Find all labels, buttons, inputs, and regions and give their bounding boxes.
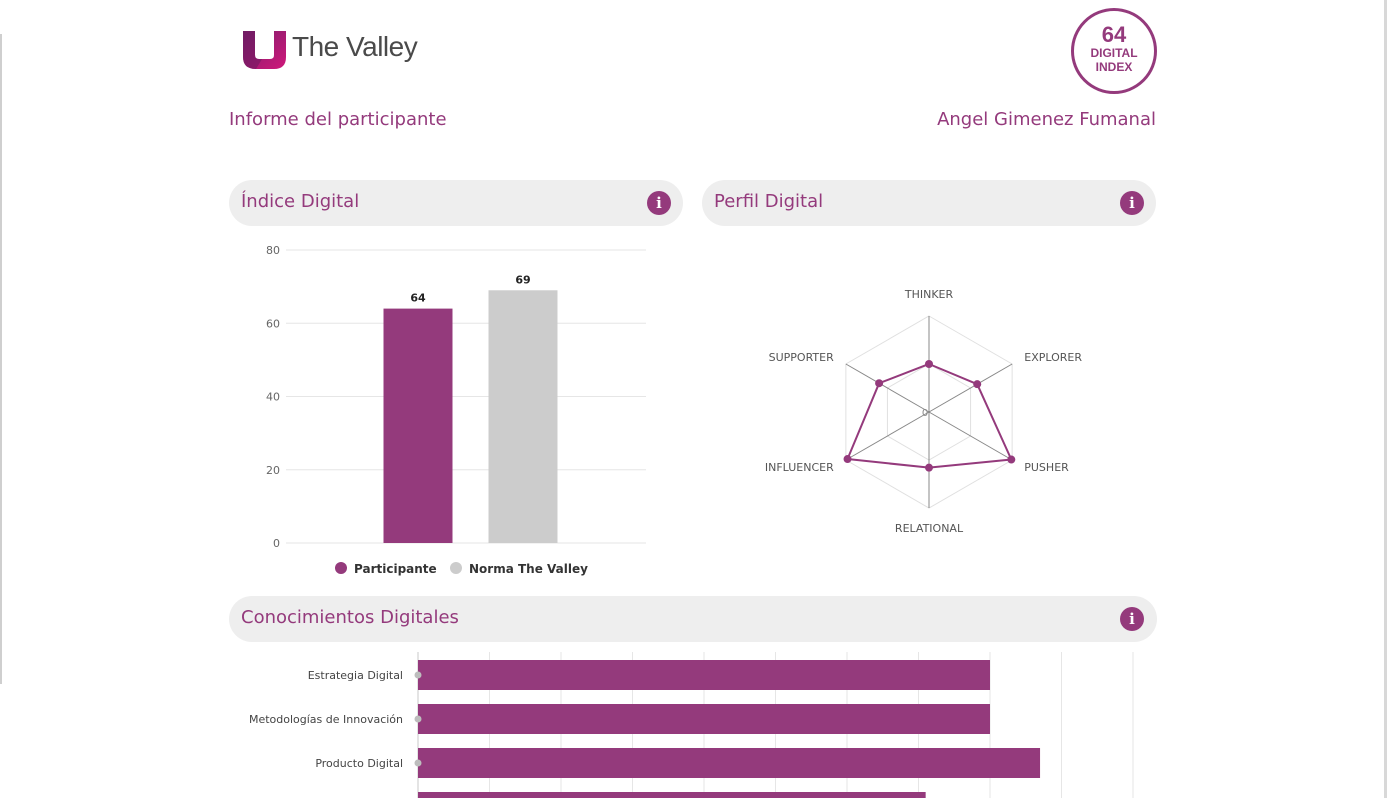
category-label: Producto Digital — [315, 757, 403, 770]
y-tick-label: 20 — [266, 464, 280, 477]
y-tick-label: 80 — [266, 244, 280, 257]
bar-1 — [488, 290, 558, 543]
info-icon[interactable]: i — [647, 191, 671, 215]
bar-value-label: 64 — [410, 292, 426, 305]
conocimientos-chart: Estrategia Digital Metodologías de Innova… — [229, 648, 1157, 798]
bar-value-label: 69 — [515, 273, 530, 286]
digital-index-badge: 64 DIGITAL INDEX — [1071, 8, 1157, 94]
conocimientos-svg: Estrategia Digital Metodologías de Innova… — [249, 652, 1134, 798]
category-label: Metodologías de Innovación — [249, 713, 403, 726]
radar-point — [925, 463, 933, 472]
section-conocimientos-digitales: Conocimientos Digitales i — [229, 596, 1157, 642]
axis-marker — [414, 671, 422, 679]
radar-axis-label: PUSHER — [1024, 461, 1069, 474]
radar-axis-line — [845, 363, 930, 413]
knowledge-bar — [418, 660, 990, 690]
radar-point — [843, 455, 852, 464]
y-tick-label: 60 — [266, 317, 280, 330]
category-label: Estrategia Digital — [308, 669, 403, 682]
section-title: Conocimientos Digitales — [241, 607, 459, 628]
knowledge-bar — [418, 704, 990, 734]
radar-axis-label: INFLUENCER — [765, 461, 834, 474]
scrollbar-track[interactable] — [1384, 0, 1387, 798]
indice-digital-chart: 0 20 40 60 80 64 69 Participante Norma The Valle… — [229, 236, 683, 590]
digital-index-label-1: DIGITAL — [1090, 46, 1138, 60]
radar-axis-line — [845, 411, 930, 461]
section-indice-digital: Índice Digital i — [229, 180, 683, 226]
axis-marker — [414, 759, 422, 767]
perfil-digital-svg: 0 THINKER EXPLORER PUSHER RELATIONAL INFLUENC… — [765, 288, 1083, 535]
radar-point — [875, 379, 884, 388]
section-perfil-digital: Perfil Digital i — [702, 180, 1156, 226]
bar-0 — [383, 308, 453, 543]
radar-axis-label: THINKER — [904, 288, 954, 301]
section-title: Perfil Digital — [714, 191, 824, 212]
y-tick-label: 0 — [273, 537, 280, 550]
radar-point — [973, 380, 982, 389]
radar-axis-label: RELATIONAL — [895, 522, 964, 535]
the-valley-logo: The Valley — [242, 29, 422, 71]
section-title: Índice Digital — [241, 191, 360, 212]
axis-marker — [414, 715, 422, 723]
radar-point — [1007, 455, 1016, 464]
valley-v-icon — [243, 31, 286, 69]
knowledge-bar — [418, 792, 926, 798]
perfil-digital-chart: 0 THINKER EXPLORER PUSHER RELATIONAL INFLUENC… — [702, 236, 1156, 590]
radar-axis-line — [928, 411, 1013, 461]
digital-index-label-2: INDEX — [1095, 60, 1133, 74]
info-icon[interactable]: i — [1120, 607, 1144, 631]
report-label: Informe del participante — [229, 109, 447, 130]
digital-index-value: 64 — [1101, 22, 1127, 47]
logo-text: The Valley — [292, 31, 418, 62]
radar-axis-label: SUPPORTER — [769, 351, 834, 364]
y-tick-label: 40 — [266, 391, 280, 404]
legend-label: Norma The Valley — [469, 562, 588, 576]
window-edge — [0, 34, 2, 684]
radar-axis-line — [928, 363, 1013, 413]
radar-point — [925, 360, 933, 368]
participant-name: Angel Gimenez Fumanal — [937, 109, 1156, 130]
legend-marker — [335, 562, 347, 574]
legend-marker — [450, 562, 462, 574]
knowledge-bar — [418, 748, 1041, 778]
info-icon[interactable]: i — [1120, 191, 1144, 215]
radar-axis-label: EXPLORER — [1024, 351, 1082, 364]
legend-label: Participante — [354, 562, 437, 576]
radar-center-label: 0 — [922, 408, 928, 419]
indice-digital-svg: 0 20 40 60 80 64 69 Participante Norma The Valle… — [266, 244, 646, 576]
